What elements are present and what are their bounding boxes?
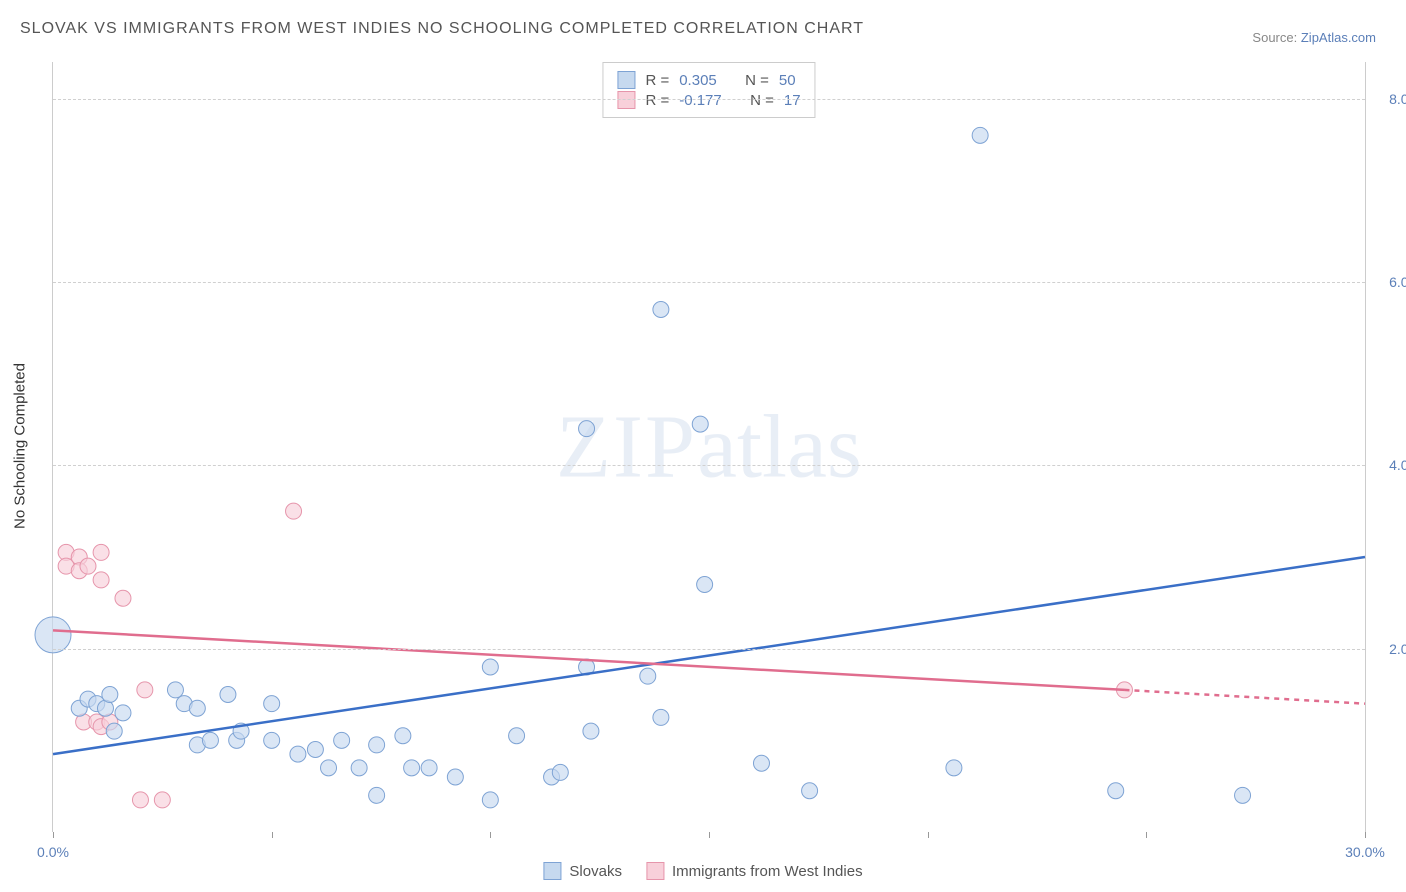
data-point <box>482 792 498 808</box>
data-point <box>93 572 109 588</box>
data-point <box>35 617 71 653</box>
data-point <box>421 760 437 776</box>
data-point <box>93 544 109 560</box>
label-n: N = <box>745 72 769 89</box>
data-point <box>946 760 962 776</box>
data-point <box>290 746 306 762</box>
data-point <box>653 302 669 318</box>
data-point <box>80 558 96 574</box>
n-value-series2: 17 <box>784 92 801 109</box>
chart-area: ZIPatlas R = 0.305 N = 50 R = -0.177 N =… <box>52 62 1366 832</box>
trend-line <box>1124 690 1365 704</box>
data-point <box>115 590 131 606</box>
x-tick-label: 30.0% <box>1345 844 1385 860</box>
data-point <box>220 687 236 703</box>
data-point <box>697 577 713 593</box>
data-point <box>972 127 988 143</box>
data-point <box>802 783 818 799</box>
r-value-series1: 0.305 <box>679 72 717 89</box>
r-value-series2: -0.177 <box>679 92 722 109</box>
source-link[interactable]: ZipAtlas.com <box>1301 30 1376 45</box>
data-point <box>321 760 337 776</box>
data-point <box>307 742 323 758</box>
data-point <box>154 792 170 808</box>
data-point <box>692 416 708 432</box>
legend-item-series1: Slovaks <box>543 862 622 880</box>
legend-swatch-series2 <box>646 862 664 880</box>
data-point <box>132 792 148 808</box>
correlation-box: R = 0.305 N = 50 R = -0.177 N = 17 <box>602 62 815 118</box>
data-point <box>351 760 367 776</box>
label-r: R = <box>645 72 669 89</box>
data-point <box>102 687 118 703</box>
data-point <box>334 732 350 748</box>
y-axis-label: No Schooling Completed <box>12 363 29 529</box>
data-point <box>447 769 463 785</box>
swatch-series1 <box>617 71 635 89</box>
correlation-row-series1: R = 0.305 N = 50 <box>617 71 800 89</box>
source-label: Source: <box>1252 30 1297 45</box>
data-point <box>753 755 769 771</box>
label-r: R = <box>645 92 669 109</box>
y-tick-label: 6.0% <box>1389 274 1406 290</box>
legend-swatch-series1 <box>543 862 561 880</box>
source-attribution: Source: ZipAtlas.com <box>1252 30 1376 45</box>
data-point <box>583 723 599 739</box>
data-point <box>509 728 525 744</box>
data-point <box>653 709 669 725</box>
data-point <box>115 705 131 721</box>
x-tick-label: 0.0% <box>37 844 69 860</box>
label-n: N = <box>750 92 774 109</box>
data-point <box>579 421 595 437</box>
legend: Slovaks Immigrants from West Indies <box>543 862 862 880</box>
data-point <box>369 737 385 753</box>
correlation-row-series2: R = -0.177 N = 17 <box>617 91 800 109</box>
data-point <box>167 682 183 698</box>
data-point <box>640 668 656 684</box>
swatch-series2 <box>617 91 635 109</box>
legend-label-series2: Immigrants from West Indies <box>672 863 863 880</box>
data-point <box>404 760 420 776</box>
data-point <box>1108 783 1124 799</box>
plot-svg <box>53 62 1365 832</box>
data-point <box>482 659 498 675</box>
y-tick-label: 2.0% <box>1389 641 1406 657</box>
trend-line <box>53 630 1124 690</box>
n-value-series1: 50 <box>779 72 796 89</box>
data-point <box>202 732 218 748</box>
data-point <box>106 723 122 739</box>
legend-item-series2: Immigrants from West Indies <box>646 862 863 880</box>
data-point <box>369 787 385 803</box>
chart-title: SLOVAK VS IMMIGRANTS FROM WEST INDIES NO… <box>20 20 864 38</box>
data-point <box>137 682 153 698</box>
data-point <box>189 700 205 716</box>
data-point <box>264 696 280 712</box>
data-point <box>552 764 568 780</box>
data-point <box>395 728 411 744</box>
y-tick-label: 4.0% <box>1389 457 1406 473</box>
legend-label-series1: Slovaks <box>569 863 622 880</box>
data-point <box>286 503 302 519</box>
data-point <box>1235 787 1251 803</box>
y-tick-label: 8.0% <box>1389 91 1406 107</box>
data-point <box>264 732 280 748</box>
